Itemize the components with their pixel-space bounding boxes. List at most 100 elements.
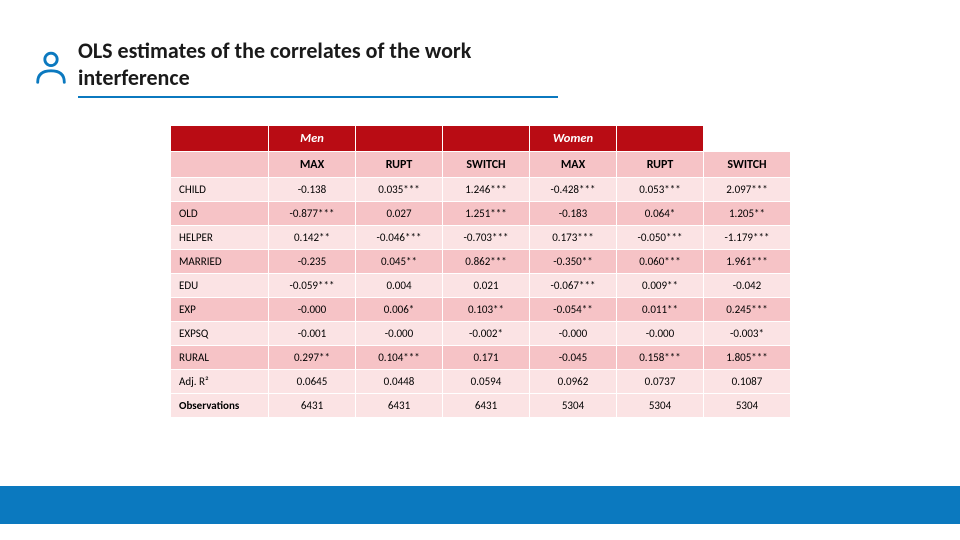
cell: 6431	[356, 394, 443, 418]
cell: 0.171	[443, 346, 530, 370]
table-col-header: MAX RUPT SWITCH MAX RUPT SWITCH	[171, 152, 791, 178]
group-header-cell	[356, 126, 443, 152]
col-header-cell: RUPT	[617, 152, 704, 178]
group-header-cell: Men	[269, 126, 356, 152]
cell: 6431	[269, 394, 356, 418]
person-icon	[32, 48, 70, 86]
cell: 1.205**	[704, 202, 791, 226]
cell: -0.046***	[356, 226, 443, 250]
cell: 0.158***	[617, 346, 704, 370]
table-row: OLD-0.877***0.0271.251***-0.1830.064*1.2…	[171, 202, 791, 226]
table-row: CHILD-0.1380.035***1.246***-0.428***0.05…	[171, 178, 791, 202]
cell: -0.235	[269, 250, 356, 274]
cell: 0.006*	[356, 298, 443, 322]
cell: -0.042	[704, 274, 791, 298]
cell: 6431	[443, 394, 530, 418]
cell: 5304	[704, 394, 791, 418]
cell: -0.050***	[617, 226, 704, 250]
cell: 0.021	[443, 274, 530, 298]
table-row: Observations643164316431530453045304	[171, 394, 791, 418]
cell: 0.862***	[443, 250, 530, 274]
cell: 5304	[617, 394, 704, 418]
cell: 0.103**	[443, 298, 530, 322]
cell: 1.961***	[704, 250, 791, 274]
cell: 0.053***	[617, 178, 704, 202]
cell: -0.000	[617, 322, 704, 346]
row-label: Observations	[171, 394, 269, 418]
cell: -0.059***	[269, 274, 356, 298]
cell: 2.097***	[704, 178, 791, 202]
cell: 5304	[530, 394, 617, 418]
col-header-cell	[171, 152, 269, 178]
group-header-cell	[171, 126, 269, 152]
cell: -0.000	[356, 322, 443, 346]
slide: OLS estimates of the correlates of the w…	[0, 0, 960, 540]
row-label: Adj. R²	[171, 370, 269, 394]
table-row: EXP-0.0000.006*0.103**-0.054**0.011**0.2…	[171, 298, 791, 322]
cell: 0.297**	[269, 346, 356, 370]
cell: 0.060***	[617, 250, 704, 274]
cell: 0.142**	[269, 226, 356, 250]
cell: -0.054**	[530, 298, 617, 322]
cell: 0.245***	[704, 298, 791, 322]
table-row: EDU-0.059***0.0040.021-0.067***0.009**-0…	[171, 274, 791, 298]
col-header-cell: RUPT	[356, 152, 443, 178]
cell: 0.0962	[530, 370, 617, 394]
cell: 1.805***	[704, 346, 791, 370]
col-header-cell: MAX	[530, 152, 617, 178]
cell: 0.0448	[356, 370, 443, 394]
cell: 0.0737	[617, 370, 704, 394]
cell: 0.011**	[617, 298, 704, 322]
cell: 0.009**	[617, 274, 704, 298]
cell: 0.064*	[617, 202, 704, 226]
cell: -0.000	[530, 322, 617, 346]
table-row: HELPER0.142**-0.046***-0.703***0.173***-…	[171, 226, 791, 250]
cell: -1.179***	[704, 226, 791, 250]
col-header-cell: SWITCH	[443, 152, 530, 178]
table-group-header: Men Women	[171, 126, 791, 152]
group-header-cell: Women	[530, 126, 617, 152]
row-label: OLD	[171, 202, 269, 226]
cell: -0.003*	[704, 322, 791, 346]
row-label: RURAL	[171, 346, 269, 370]
cell: -0.877***	[269, 202, 356, 226]
cell: 0.173***	[530, 226, 617, 250]
footer-bar	[0, 486, 960, 524]
table-row: MARRIED-0.2350.045**0.862***-0.350**0.06…	[171, 250, 791, 274]
cell: 0.027	[356, 202, 443, 226]
ols-table: Men Women MAX RUPT SWITCH MAX RUPT SWITC…	[170, 125, 790, 418]
row-label: HELPER	[171, 226, 269, 250]
row-label: EDU	[171, 274, 269, 298]
cell: 0.004	[356, 274, 443, 298]
row-label: EXP	[171, 298, 269, 322]
col-header-cell: SWITCH	[704, 152, 791, 178]
table-row: EXPSQ-0.001-0.000-0.002*-0.000-0.000-0.0…	[171, 322, 791, 346]
cell: -0.703***	[443, 226, 530, 250]
row-label: EXPSQ	[171, 322, 269, 346]
page-title: OLS estimates of the correlates of the w…	[78, 38, 558, 92]
table-row: RURAL0.297**0.104***0.171-0.0450.158***1…	[171, 346, 791, 370]
cell: 0.0645	[269, 370, 356, 394]
cell: 0.045**	[356, 250, 443, 274]
cell: -0.183	[530, 202, 617, 226]
cell: -0.428***	[530, 178, 617, 202]
cell: -0.000	[269, 298, 356, 322]
cell: -0.001	[269, 322, 356, 346]
cell: -0.067***	[530, 274, 617, 298]
cell: 1.246***	[443, 178, 530, 202]
cell: -0.350**	[530, 250, 617, 274]
group-header-cell	[617, 126, 704, 152]
cell: 0.104***	[356, 346, 443, 370]
row-label: MARRIED	[171, 250, 269, 274]
table-row: Adj. R²0.06450.04480.05940.09620.07370.1…	[171, 370, 791, 394]
cell: -0.002*	[443, 322, 530, 346]
col-header-cell: MAX	[269, 152, 356, 178]
cell: 1.251***	[443, 202, 530, 226]
cell: -0.045	[530, 346, 617, 370]
cell: -0.138	[269, 178, 356, 202]
group-header-cell	[443, 126, 530, 152]
cell: 0.0594	[443, 370, 530, 394]
cell: 0.035***	[356, 178, 443, 202]
cell: 0.1087	[704, 370, 791, 394]
row-label: CHILD	[171, 178, 269, 202]
